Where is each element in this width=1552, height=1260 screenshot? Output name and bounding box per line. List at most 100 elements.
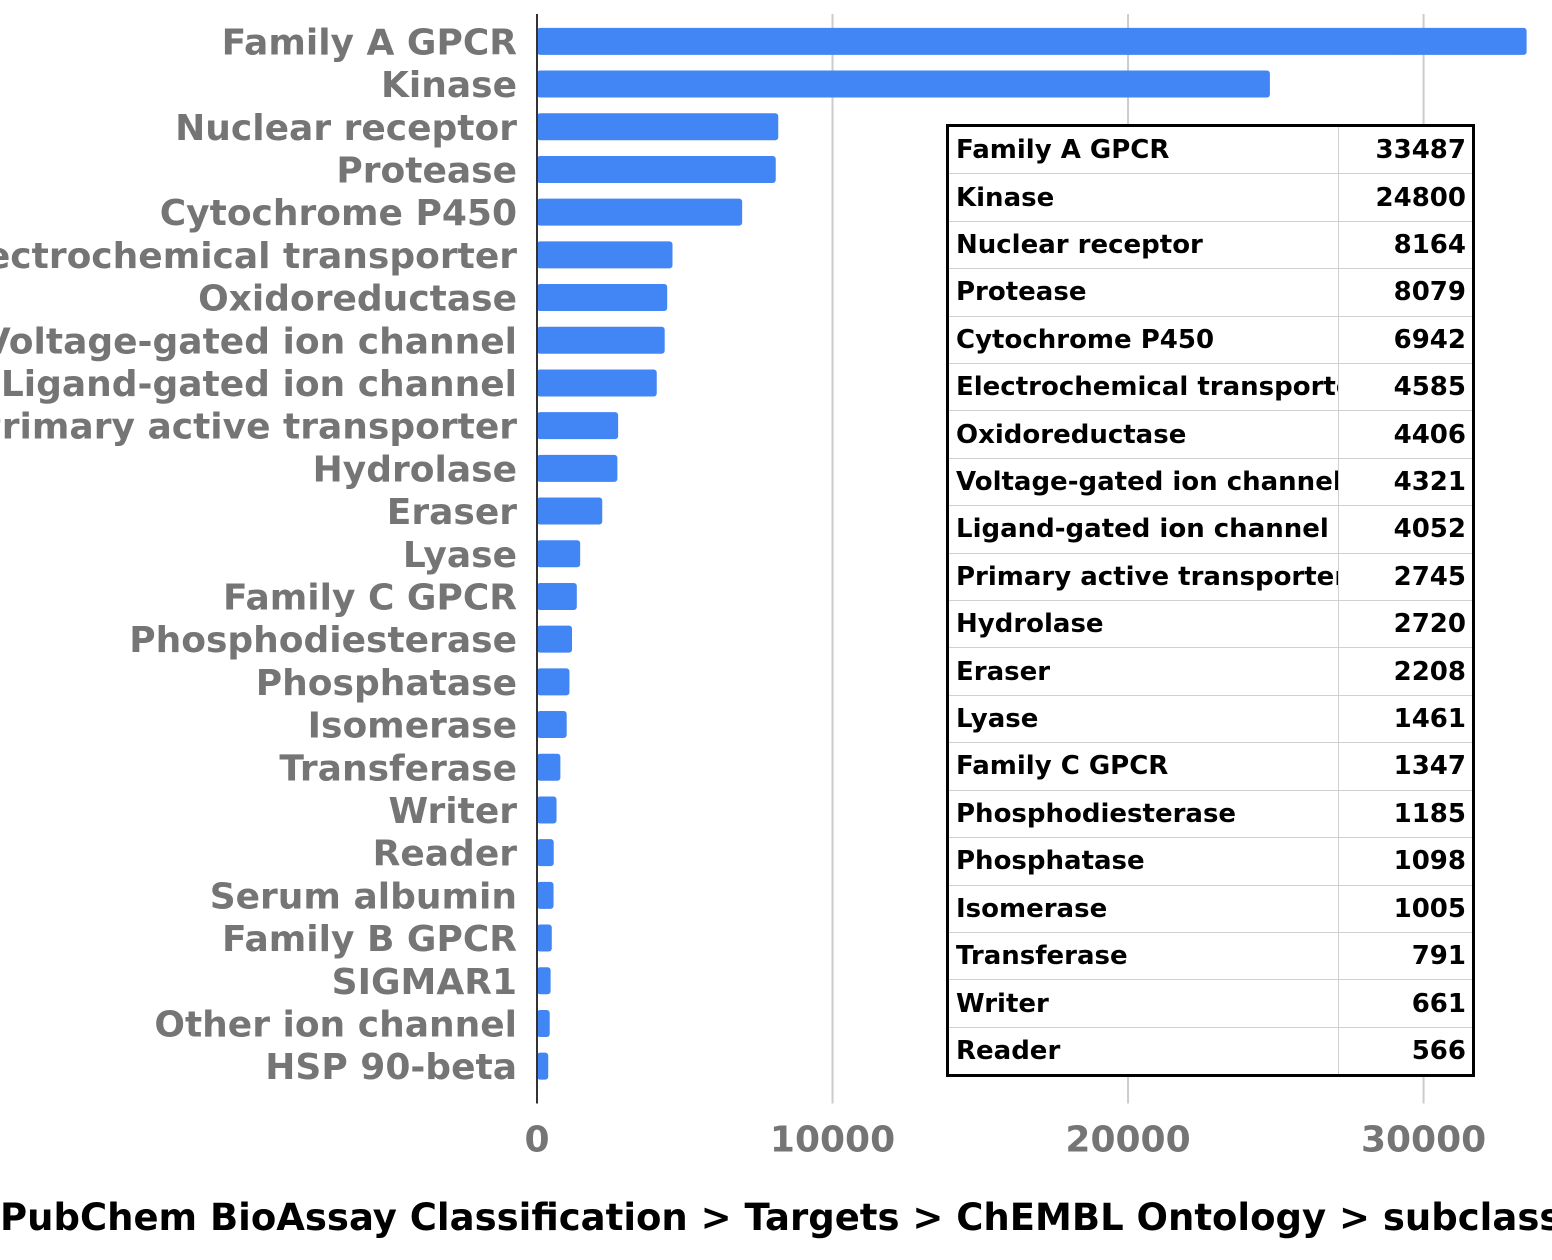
table-cell-name: Writer	[949, 980, 1339, 1027]
table-row: Isomerase 1005	[949, 885, 1472, 933]
category-label: HSP 90-beta	[265, 1047, 517, 1088]
bar	[537, 1052, 549, 1080]
category-label: Oxidoreductase	[198, 279, 517, 320]
category-label: Kinase	[381, 65, 517, 106]
bar	[537, 284, 668, 312]
table-cell-name: Nuclear receptor	[949, 221, 1339, 269]
category-label: Isomerase	[308, 706, 517, 747]
category-label: Electrochemical transporter	[0, 236, 517, 277]
table-cell-name: Family C GPCR	[949, 743, 1339, 790]
table-cell-name: Hydrolase	[949, 601, 1339, 648]
table-cell-value: 24800	[1375, 182, 1466, 213]
category-label: Serum albumin	[210, 876, 517, 917]
bar	[537, 155, 776, 183]
category-label: Lyase	[403, 535, 517, 576]
table-cell-value: 2720	[1393, 609, 1466, 640]
table-row: Protease 8079	[949, 269, 1472, 317]
table-cell-name: Phosphodiesterase	[949, 790, 1339, 838]
table-cell-value: 1461	[1393, 704, 1466, 735]
bar	[537, 198, 743, 226]
bar	[537, 924, 552, 952]
x-tick-label: 30000	[1361, 1120, 1486, 1161]
category-label: Family A GPCR	[222, 22, 517, 63]
table-cell-name: Isomerase	[949, 885, 1339, 932]
chart-caption: PubChem BioAssay Classification > Target…	[0, 1196, 1552, 1239]
bar	[537, 582, 577, 610]
table-cell-name: Cytochrome P450	[949, 316, 1339, 364]
table-row: Eraser 2208	[949, 648, 1472, 696]
table-cell-value: 1347	[1393, 751, 1466, 782]
table-row: Primary active transporter 2745	[949, 553, 1472, 602]
table-row: Hydrolase 2720	[949, 601, 1472, 649]
category-label: Family B GPCR	[222, 919, 517, 960]
table-row: Family C GPCR 1347	[949, 743, 1472, 791]
bar	[537, 540, 581, 568]
category-label: SIGMAR1	[332, 962, 517, 1003]
category-label: Phosphatase	[256, 663, 517, 704]
table-cell-name: Electrochemical transporter	[949, 364, 1339, 411]
category-label: Other ion channel	[154, 1004, 517, 1045]
table-cell-name: Ligand-gated ion channel	[949, 506, 1339, 553]
table-row: Writer 661	[949, 980, 1472, 1028]
category-label: Protease	[336, 150, 517, 191]
table-cell-value: 8164	[1393, 230, 1466, 261]
category-label: Nuclear receptor	[175, 108, 517, 149]
category-label: Hydrolase	[313, 449, 517, 490]
table-cell-name: Transferase	[949, 932, 1339, 980]
table-cell-value: 1185	[1393, 798, 1466, 829]
bar	[537, 753, 561, 781]
bar	[537, 326, 665, 354]
table-cell-value: 1005	[1393, 893, 1466, 924]
bar	[537, 625, 573, 653]
table-cell-value: 4052	[1393, 514, 1466, 545]
table-row: Reader 566	[949, 1027, 1472, 1075]
table-cell-name: Oxidoreductase	[949, 411, 1339, 458]
table-cell-value: 4406	[1393, 419, 1466, 450]
table-row: Electrochemical transporter 4585	[949, 364, 1472, 412]
category-label: Writer	[388, 791, 517, 832]
category-label: Ligand-gated ion channel	[1, 364, 517, 405]
table-cell-value: 791	[1411, 941, 1466, 972]
category-label: Primary active transporter	[0, 407, 517, 448]
table-cell-value: 8079	[1393, 277, 1466, 308]
bar	[537, 967, 551, 995]
x-tick-label: 10000	[770, 1120, 895, 1161]
bar	[537, 796, 557, 824]
table-cell-value: 6942	[1393, 324, 1466, 355]
table-row: Nuclear receptor 8164	[949, 221, 1472, 270]
category-label: Transferase	[279, 748, 517, 789]
data-table: Family A GPCR 33487 Kinase 24800 Nuclear rec…	[946, 124, 1475, 1077]
table-cell-value: 566	[1411, 1035, 1466, 1066]
table-cell-value: 2745	[1393, 561, 1466, 592]
x-tick-label: 0	[524, 1120, 549, 1161]
table-cell-value: 33487	[1375, 135, 1466, 166]
table-row: Cytochrome P450 6942	[949, 316, 1472, 365]
table-cell-name: Reader	[949, 1027, 1339, 1075]
x-axis-ticks: 0 10000 20000 30000	[524, 1120, 1486, 1161]
table-row: Lyase 1461	[949, 695, 1472, 744]
table-cell-name: Voltage-gated ion channel	[949, 458, 1339, 506]
table-cell-name: Lyase	[949, 695, 1339, 743]
table-cell-value: 2208	[1393, 656, 1466, 687]
table-cell-name: Kinase	[949, 174, 1339, 221]
bar	[537, 1009, 550, 1037]
table-row: Transferase 791	[949, 932, 1472, 981]
category-label: Family C GPCR	[223, 577, 517, 618]
bar	[537, 839, 554, 867]
bar	[537, 881, 554, 909]
bar	[537, 454, 618, 482]
table-row: Ligand-gated ion channel 4052	[949, 506, 1472, 554]
table-row: Phosphodiesterase 1185	[949, 790, 1472, 839]
table-cell-name: Phosphatase	[949, 838, 1339, 885]
bar	[537, 412, 619, 440]
category-label: Eraser	[387, 492, 517, 533]
category-label: Phosphodiesterase	[129, 620, 517, 661]
table-cell-name: Eraser	[949, 648, 1339, 695]
bar	[537, 497, 603, 525]
table-row: Phosphatase 1098	[949, 838, 1472, 886]
table-row: Family A GPCR 33487	[949, 127, 1472, 175]
table-row: Voltage-gated ion channel 4321	[949, 458, 1472, 507]
table-row: Oxidoreductase 4406	[949, 411, 1472, 459]
bar	[537, 70, 1270, 98]
